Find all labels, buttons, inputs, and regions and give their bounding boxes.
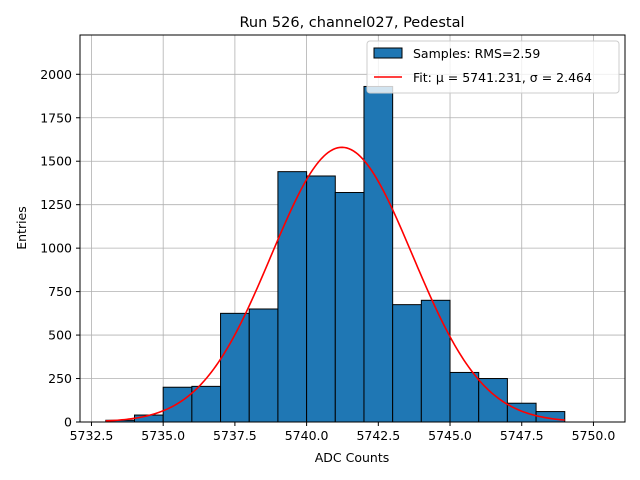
chart-title: Run 526, channel027, Pedestal xyxy=(239,15,464,31)
x-tick-label: 5747.5 xyxy=(500,428,544,443)
x-tick-label: 5735.0 xyxy=(141,428,185,443)
x-tick-label: 5750.0 xyxy=(572,428,616,443)
x-tick-label: 5732.5 xyxy=(70,428,114,443)
x-tick-label: 5740.0 xyxy=(285,428,329,443)
histogram-bar xyxy=(162,386,193,423)
histogram-bar xyxy=(449,371,480,423)
histogram-bar xyxy=(306,175,336,423)
y-tick-label: 0 xyxy=(64,415,72,430)
legend-swatch-samples xyxy=(373,47,403,59)
histogram-bar xyxy=(191,385,222,423)
y-tick-label: 1500 xyxy=(40,154,72,169)
y-tick-label: 500 xyxy=(48,328,72,343)
x-tick-label: 5742.5 xyxy=(356,428,400,443)
y-axis-ticks: 0 250 500 750 1000 1250 1500 1750 2000 xyxy=(40,67,80,430)
x-tick-label: 5737.5 xyxy=(213,428,257,443)
y-tick-label: 250 xyxy=(48,371,72,386)
histogram-bar xyxy=(392,304,422,423)
y-tick-label: 2000 xyxy=(40,67,72,82)
legend-label-samples: Samples: RMS=2.59 xyxy=(413,46,540,61)
histogram-bar xyxy=(220,312,250,423)
histogram-bars xyxy=(105,85,566,423)
y-tick-label: 1750 xyxy=(40,110,72,125)
x-axis-label: ADC Counts xyxy=(315,450,390,465)
legend: Samples: RMS=2.59 Fit: μ = 5741.231, σ =… xyxy=(366,40,620,94)
y-tick-label: 750 xyxy=(48,284,72,299)
fit-curve xyxy=(105,146,565,422)
x-axis-ticks: 5732.5 5735.0 5737.5 5740.0 5742.5 5745.0 5747… xyxy=(70,422,616,443)
histogram-bar xyxy=(363,85,394,423)
y-tick-label: 1000 xyxy=(40,241,72,256)
histogram-bar xyxy=(248,308,279,423)
y-axis-label: Entries xyxy=(14,206,29,250)
x-tick-label: 5745.0 xyxy=(428,428,472,443)
histogram-bar xyxy=(420,299,451,423)
histogram-bar xyxy=(334,192,365,423)
legend-box xyxy=(366,40,620,94)
plot-frame xyxy=(79,34,626,423)
legend-label-fit: Fit: μ = 5741.231, σ = 2.464 xyxy=(413,70,592,85)
y-tick-label: 1250 xyxy=(40,197,72,212)
